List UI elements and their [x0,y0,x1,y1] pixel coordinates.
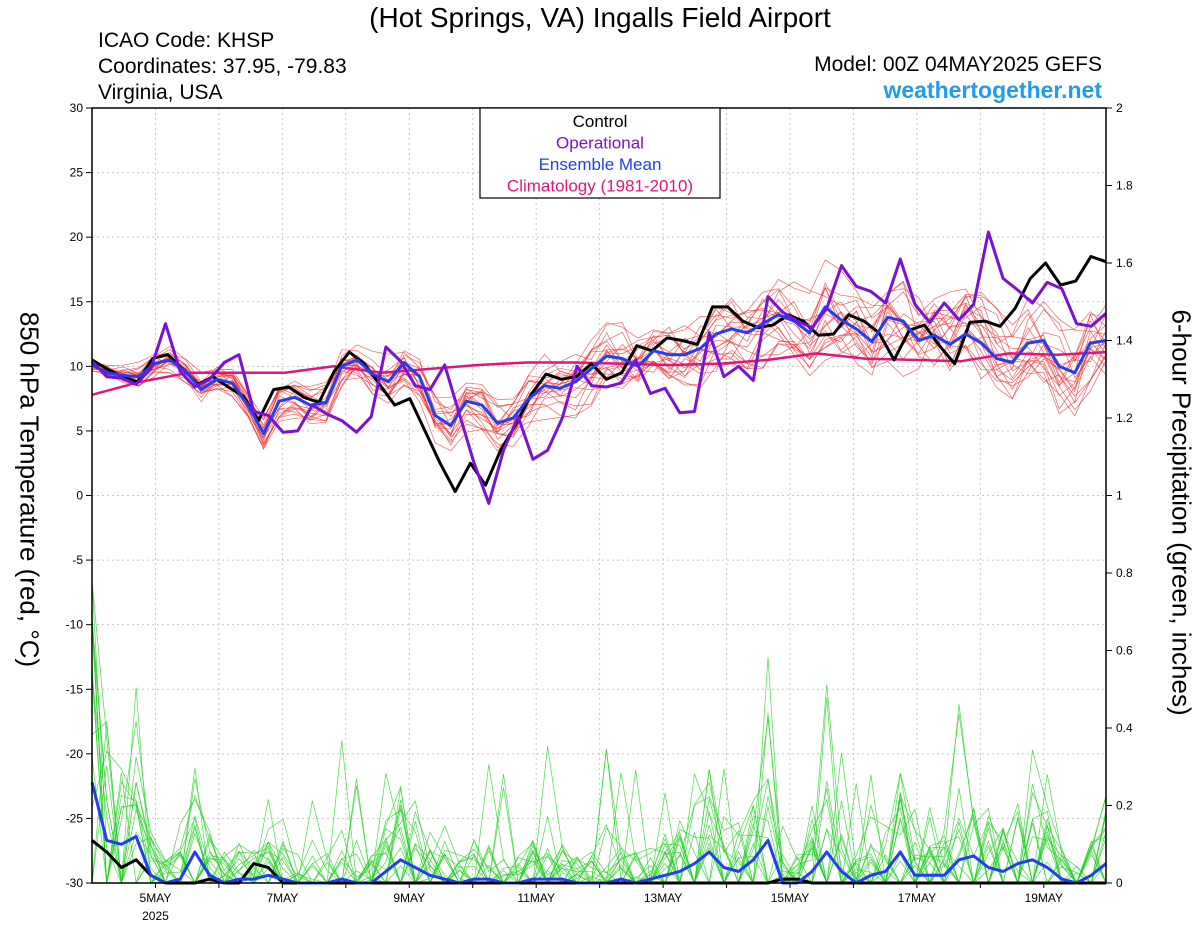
y2-tick-label: 1.4 [1116,334,1133,348]
legend-control: Control [573,112,628,131]
y-tick-label: -20 [66,747,84,761]
temp-member-line [91,259,1107,450]
y-tick-label: 5 [76,424,83,438]
temp-members [91,259,1107,452]
x-tick-label: 17MAY [898,891,936,905]
precip-members [91,580,1107,885]
temp-member-line [92,300,1107,426]
y-tick-label: -10 [66,618,84,632]
y-tick-label: -5 [72,553,83,567]
y2-tick-label: 2 [1116,101,1123,115]
model-run: Model: 00Z 04MAY2025 GEFS [814,53,1102,76]
x-tick-label: 7MAY [266,891,298,905]
legend-climatology: Climatology (1981-2010) [507,177,693,196]
precip-member-line [91,620,1107,885]
x-tick-label: 13MAY [644,891,682,905]
y-tick-label: 25 [70,166,84,180]
ensemble-mean-line [91,305,1107,435]
x-tick-label: 15MAY [771,891,809,905]
grid [92,108,1106,883]
control-line [91,255,1107,494]
y-tick-label: 0 [76,489,83,503]
y2-tick-label: 0 [1116,876,1123,890]
precip-member-line [91,580,1106,885]
y2-tick-label: 0.6 [1116,644,1133,658]
x-tick-label: 11MAY [517,891,555,905]
operational-line [90,230,1107,505]
y-tick-label: -25 [66,811,84,825]
y2-tick-label: 0.8 [1116,566,1133,580]
icao-code: ICAO Code: KHSP [98,29,275,52]
x-tick-label: 9MAY [393,891,425,905]
y-tick-label: -15 [66,682,84,696]
legend-box [479,107,721,199]
temp-member-line [91,298,1107,452]
precip-member-line [91,721,1107,885]
y-tick-label: 15 [70,295,84,309]
site-link[interactable]: weathertogether.net [883,77,1102,103]
x-tick-label: 19MAY [1025,891,1063,905]
legend-ensemble-mean: Ensemble Mean [539,155,662,174]
y2-tick-label: 1.2 [1116,411,1133,425]
x-tick-year: 2025 [142,909,169,923]
y-tick-label: 30 [70,101,84,115]
x-tick-label: 5MAY [140,891,172,905]
precip-member-line [91,580,1107,885]
precip-member-line [92,721,1106,885]
y-tick-label: 20 [70,230,84,244]
y-tick-label: -30 [66,876,84,890]
legend-operational: Operational [556,134,644,153]
temp-member-line [91,294,1107,448]
chart-title: (Hot Springs, VA) Ingalls Field Airport [369,2,831,33]
precip-member-line [92,793,1107,885]
y2-tick-label: 0.4 [1116,721,1133,735]
axis-ticks: 302520151050-5-10-15-20-25-3021.81.61.41… [66,101,1133,923]
y2-tick-label: 1.6 [1116,256,1133,270]
precip-member-line [91,623,1106,884]
y2-tick-label: 0.2 [1116,799,1133,813]
coordinates: Coordinates: 37.95, -79.83 [98,55,347,78]
legend: Control Operational Ensemble Mean Climatolo… [479,107,721,199]
y2-tick-label: 1 [1116,489,1123,503]
series-lines [90,230,1107,885]
region: Virginia, USA [98,81,223,104]
y-tick-label: 10 [70,359,84,373]
y2-tick-label: 1.8 [1116,179,1133,193]
precip-member-line [91,676,1107,885]
precip-member-line [91,674,1107,885]
precip-member-line [91,666,1106,884]
